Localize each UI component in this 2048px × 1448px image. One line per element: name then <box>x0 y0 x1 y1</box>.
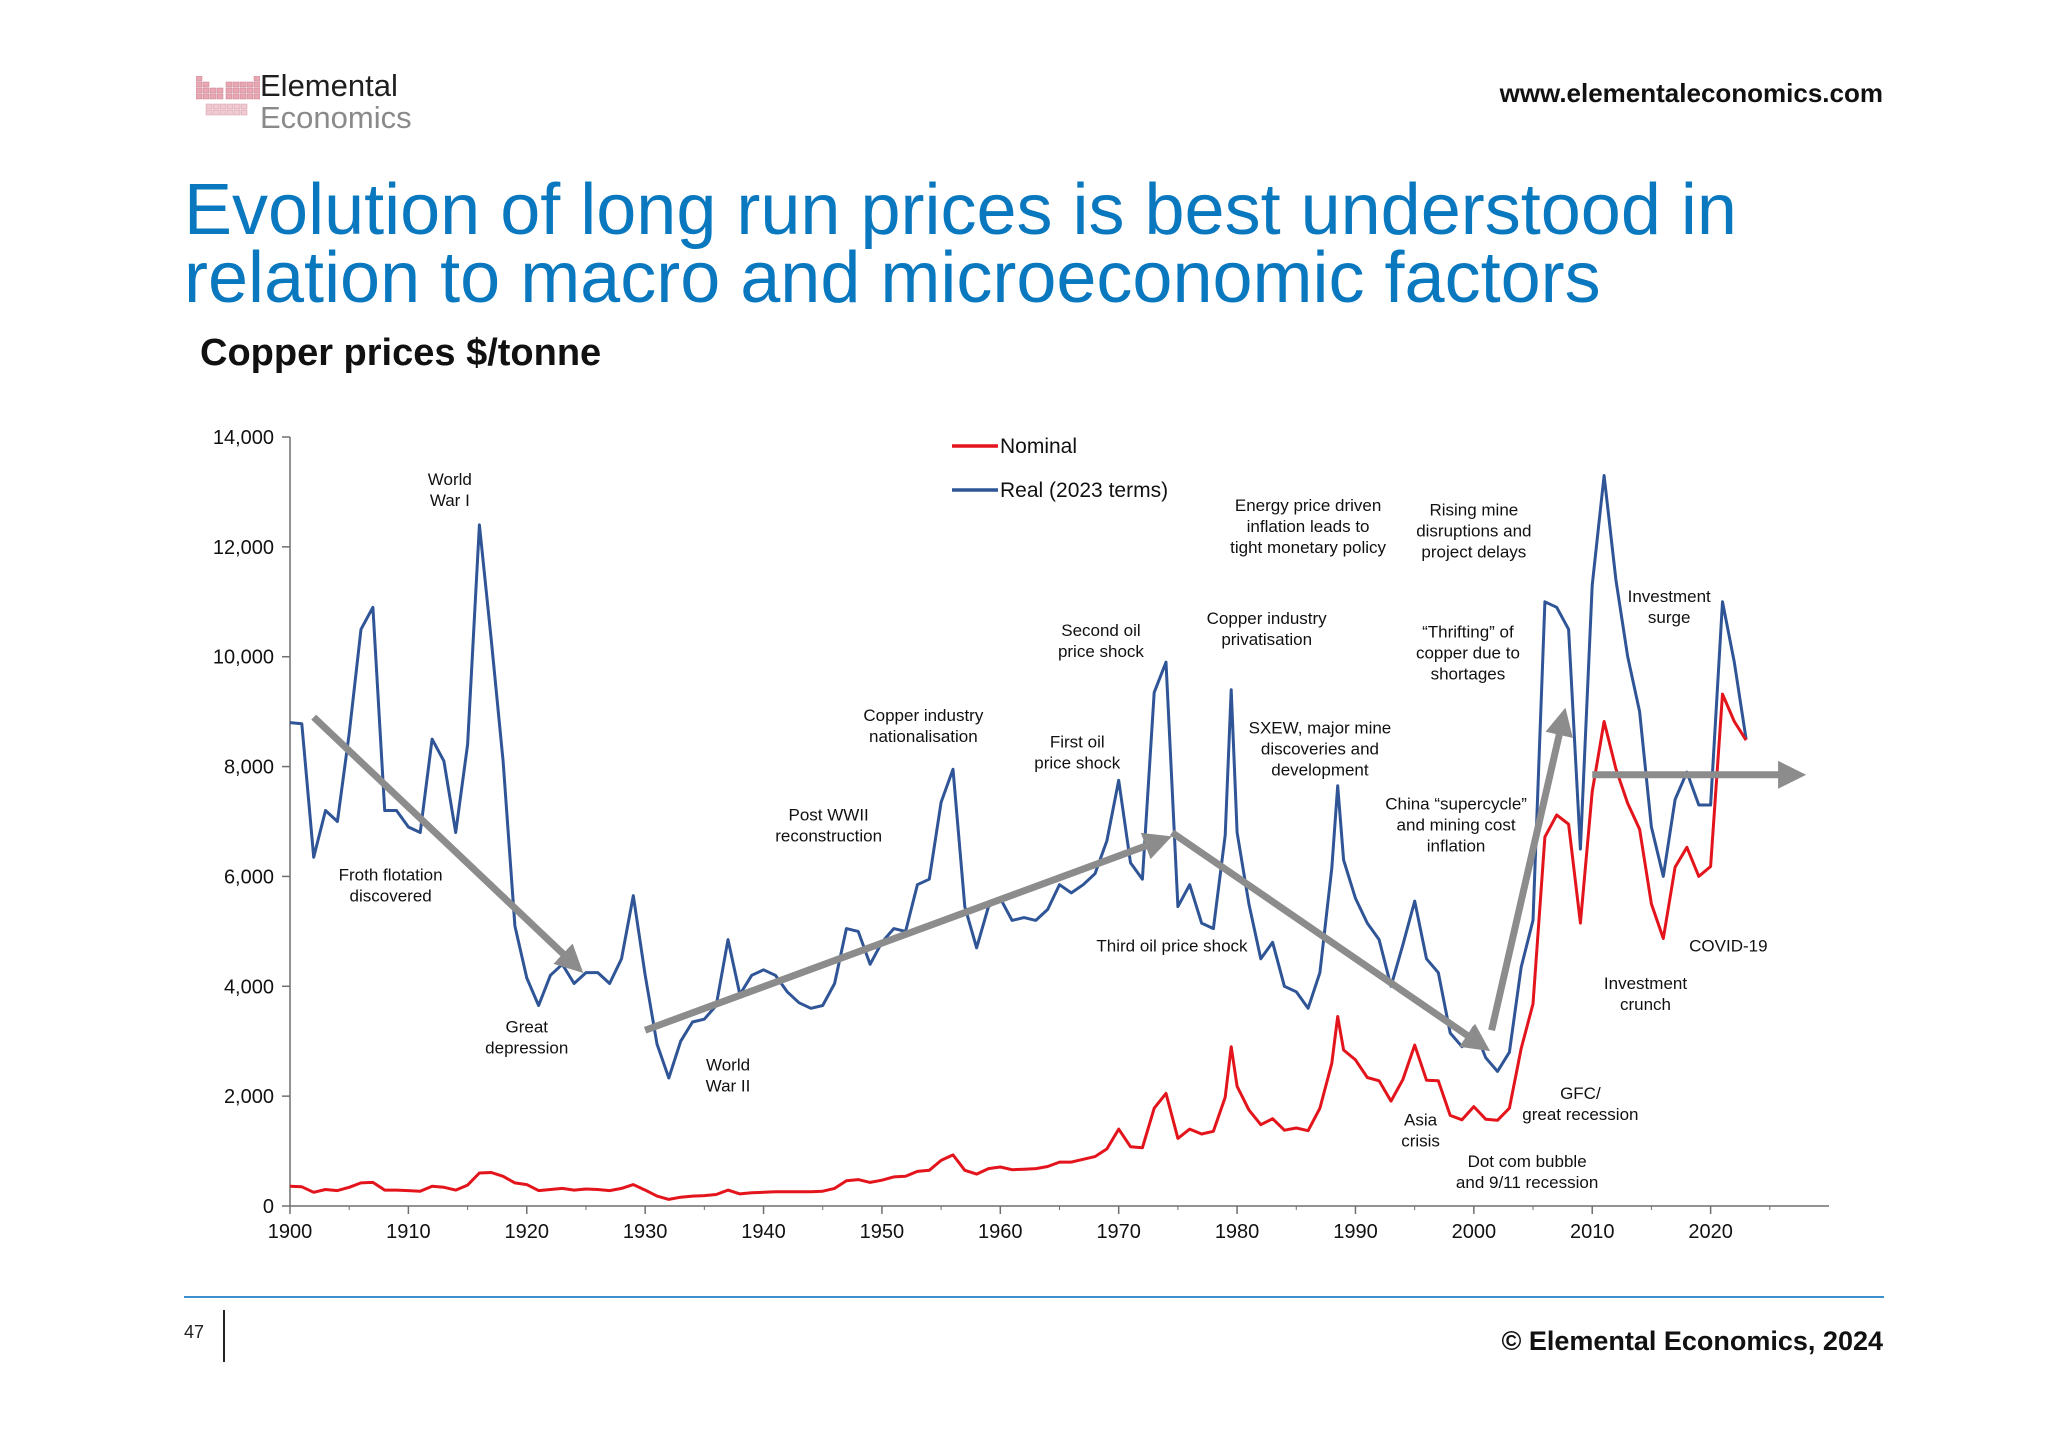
x-tick-label: 2020 <box>1688 1221 1733 1243</box>
page-number-divider <box>223 1310 225 1362</box>
annotation-world-war-1: World War I <box>428 470 472 510</box>
x-tick-label: 1970 <box>1096 1221 1141 1243</box>
y-tick-label: 12,000 <box>213 537 274 559</box>
trend-arrow <box>1488 707 1573 1032</box>
series-lines <box>289 474 1748 1201</box>
y-tick-label: 4,000 <box>224 976 274 998</box>
annotation-china-supercycle: China “supercycle” and mining cost inflati… <box>1385 794 1527 855</box>
annotation-privatisation: Copper industry privatisation <box>1207 609 1328 649</box>
annotation-third-oil-shock: Third oil price shock <box>1096 937 1248 956</box>
annotation-asia-crisis: Asia crisis <box>1401 1110 1440 1150</box>
trend-arrow <box>1169 829 1491 1052</box>
x-tick-label: 1900 <box>268 1221 313 1243</box>
annotations: World War I Froth flotation discovered Great… <box>339 470 1768 1192</box>
x-tick-label: 1920 <box>505 1221 550 1243</box>
x-tick-label: 1980 <box>1215 1221 1260 1243</box>
copyright-notice: © Elemental Economics, 2024 <box>1501 1326 1883 1356</box>
x-tick-label: 1990 <box>1333 1221 1378 1243</box>
annotation-dot-com: Dot com bubble and 9/11 recession <box>1456 1152 1598 1192</box>
annotation-world-war-2: World War II <box>706 1055 751 1095</box>
legend-label: Real (2023 terms) <box>1000 479 1168 502</box>
trend-arrow <box>643 832 1172 1034</box>
annotation-investment-surge: Investment surge <box>1628 587 1711 627</box>
annotation-sxew: SXEW, major mine discoveries and developme… <box>1249 719 1392 780</box>
x-tick-label: 1940 <box>741 1221 786 1243</box>
annotation-great-depression: Great depression <box>485 1017 568 1057</box>
x-tick-label: 1910 <box>386 1221 431 1243</box>
legend: Nominal Real (2023 terms) <box>952 435 1168 502</box>
logo-word-elemental: Elemental <box>260 68 398 103</box>
annotation-thrifting: “Thrifting” of copper due to shortages <box>1416 622 1520 683</box>
annotation-first-oil-shock: First oil price shock <box>1034 732 1120 772</box>
x-tick-label: 2010 <box>1570 1221 1615 1243</box>
annotation-froth-flotation: Froth flotation discovered <box>339 865 443 905</box>
x-tick-label: 2000 <box>1452 1221 1497 1243</box>
annotation-gfc: GFC/great recession <box>1522 1084 1638 1124</box>
annotation-post-wwii: Post WWII reconstruction <box>775 805 882 845</box>
y-tick-label: 0 <box>263 1196 274 1218</box>
series-line-nominal <box>289 692 1748 1201</box>
annotation-investment-crunch: Investment crunch <box>1604 974 1687 1014</box>
annotation-energy-price: Energy price driven inflation leads to tig… <box>1230 496 1386 557</box>
page-number: 47 <box>184 1322 205 1342</box>
y-tick-label: 2,000 <box>224 1086 274 1108</box>
x-tick-label: 1950 <box>860 1221 905 1243</box>
annotation-nationalisation: Copper industry nationalisation <box>863 706 984 746</box>
x-tick-label: 1960 <box>978 1221 1023 1243</box>
trend-arrows <box>311 707 1807 1052</box>
legend-label: Nominal <box>1000 435 1077 458</box>
slide-headline: Evolution of long run prices is best und… <box>184 170 1737 318</box>
annotation-covid-19: COVID-19 <box>1689 937 1767 956</box>
trend-arrow <box>311 714 584 973</box>
y-tick-label: 14,000 <box>213 427 274 449</box>
chart-title: Copper prices $/tonne <box>200 332 602 374</box>
y-tick-label: 6,000 <box>224 866 274 888</box>
elemental-economics-logo: Elemental Economics <box>196 68 436 136</box>
periodic-table-icon <box>196 76 260 116</box>
annotation-second-oil-shock: Second oil price shock <box>1058 621 1144 661</box>
annotation-rising-mine: Rising mine disruptions and project delays <box>1416 501 1531 562</box>
footer-divider <box>184 1296 1884 1298</box>
axes: 0 2,000 4,000 6,000 8,000 10,000 12,000 14,000 1… <box>213 427 1829 1243</box>
y-tick-label: 10,000 <box>213 647 274 669</box>
x-tick-label: 1930 <box>623 1221 668 1243</box>
y-tick-label: 8,000 <box>224 757 274 779</box>
logo-word-economics: Economics <box>260 100 412 135</box>
series-line-real-2023-terms <box>289 474 1748 1080</box>
website-url[interactable]: www.elementaleconomics.com <box>1499 78 1883 108</box>
